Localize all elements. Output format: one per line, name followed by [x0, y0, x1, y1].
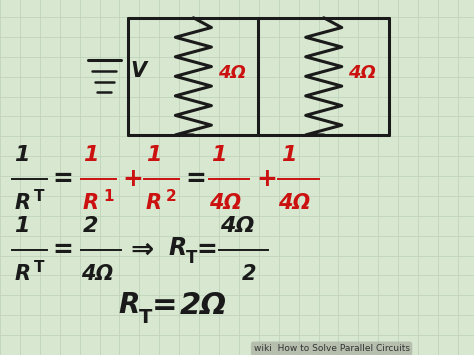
Text: T: T [34, 260, 45, 275]
Text: 1: 1 [103, 189, 113, 204]
Text: 1: 1 [14, 145, 30, 165]
Text: T: T [186, 250, 198, 267]
Text: ⇒: ⇒ [130, 236, 154, 263]
Text: +: + [122, 166, 143, 191]
Text: =: = [52, 166, 73, 191]
Text: 1: 1 [281, 145, 296, 165]
Text: T: T [138, 308, 152, 327]
Text: 4Ω: 4Ω [278, 193, 310, 213]
Text: 2: 2 [242, 264, 256, 284]
Text: 4Ω: 4Ω [348, 64, 376, 82]
Text: =: = [52, 237, 73, 262]
Text: 4Ω: 4Ω [209, 193, 241, 213]
Text: 1: 1 [211, 145, 227, 165]
Text: 4Ω: 4Ω [81, 264, 113, 284]
Text: 1: 1 [146, 145, 162, 165]
Text: V: V [130, 61, 146, 81]
Text: 1: 1 [14, 216, 30, 236]
Text: 2Ω: 2Ω [180, 291, 227, 320]
Text: +: + [256, 166, 277, 191]
Text: R: R [146, 193, 162, 213]
Text: wiki  How to Solve Parallel Circuits: wiki How to Solve Parallel Circuits [254, 344, 410, 353]
Text: =: = [197, 237, 218, 262]
Text: T: T [34, 189, 45, 204]
Text: 2: 2 [83, 216, 99, 236]
Text: R: R [14, 193, 30, 213]
Text: =: = [186, 166, 207, 191]
Text: R: R [14, 264, 30, 284]
Text: R: R [168, 236, 187, 260]
Text: 4Ω: 4Ω [218, 64, 246, 82]
Text: =: = [152, 291, 177, 320]
Text: 4Ω: 4Ω [220, 216, 255, 236]
Text: 2: 2 [166, 189, 177, 204]
Text: R: R [118, 291, 140, 319]
Text: 1: 1 [83, 145, 99, 165]
Text: R: R [83, 193, 99, 213]
